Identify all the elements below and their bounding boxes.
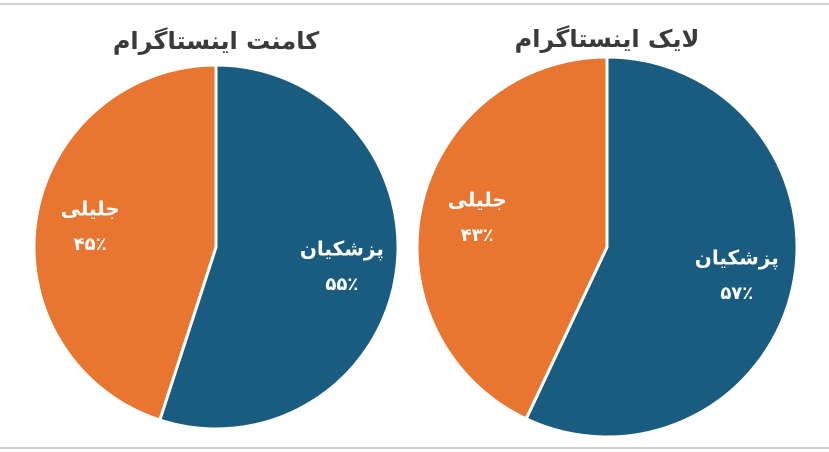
slice-value-label: ۵۷٪ bbox=[720, 283, 753, 304]
pie-slice bbox=[157, 63, 400, 431]
slice-value-label: ۵۵٪ bbox=[325, 274, 358, 295]
slice-value-label: ۴۵٪ bbox=[74, 234, 107, 255]
slice-label: پزشکیان bbox=[300, 236, 384, 261]
pie-slice bbox=[32, 63, 218, 422]
pie-slice bbox=[415, 55, 609, 421]
slice-label: جلیلی bbox=[448, 187, 507, 211]
chart-title: کامنت اینستاگرام bbox=[113, 27, 319, 55]
slice-label: جلیلی bbox=[61, 197, 120, 221]
chart-title: لایک اینستاگرام bbox=[515, 25, 700, 53]
pie-slice bbox=[524, 55, 799, 439]
slice-value-label: ۴۳٪ bbox=[461, 225, 494, 246]
slice-label: پزشکیان bbox=[695, 246, 779, 271]
